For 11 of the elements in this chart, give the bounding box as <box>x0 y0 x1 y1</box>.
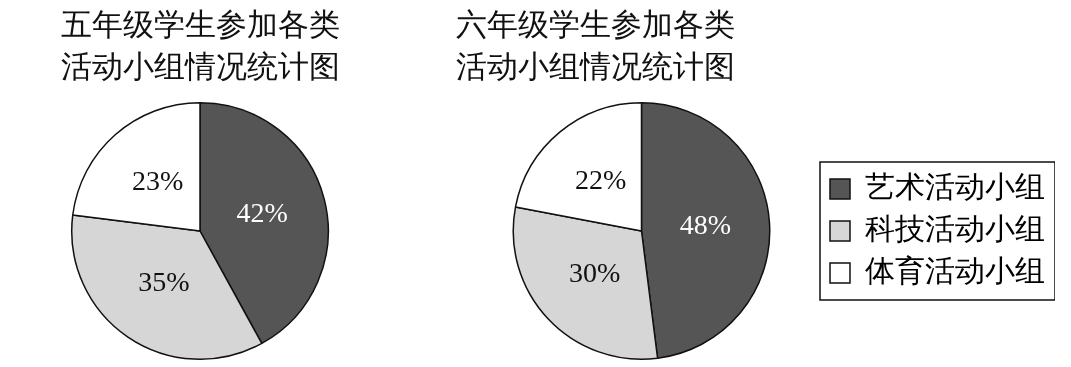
legend-label: 体育活动小组 <box>865 253 1045 287</box>
legend-label: 科技活动小组 <box>865 211 1045 245</box>
data-label: 23% <box>131 165 184 197</box>
data-label: 22% <box>574 163 627 195</box>
chart-title: 六年级学生参加各类活动小组情况统计图 <box>454 6 736 86</box>
data-label: 35% <box>138 266 190 298</box>
data-label: 48% <box>679 209 732 241</box>
legend-label: 艺术活动小组 <box>865 169 1045 203</box>
data-label: 30% <box>569 257 621 289</box>
chart-title: 五年级学生参加各类活动小组情况统计图 <box>59 6 341 86</box>
data-label: 42% <box>236 197 288 229</box>
